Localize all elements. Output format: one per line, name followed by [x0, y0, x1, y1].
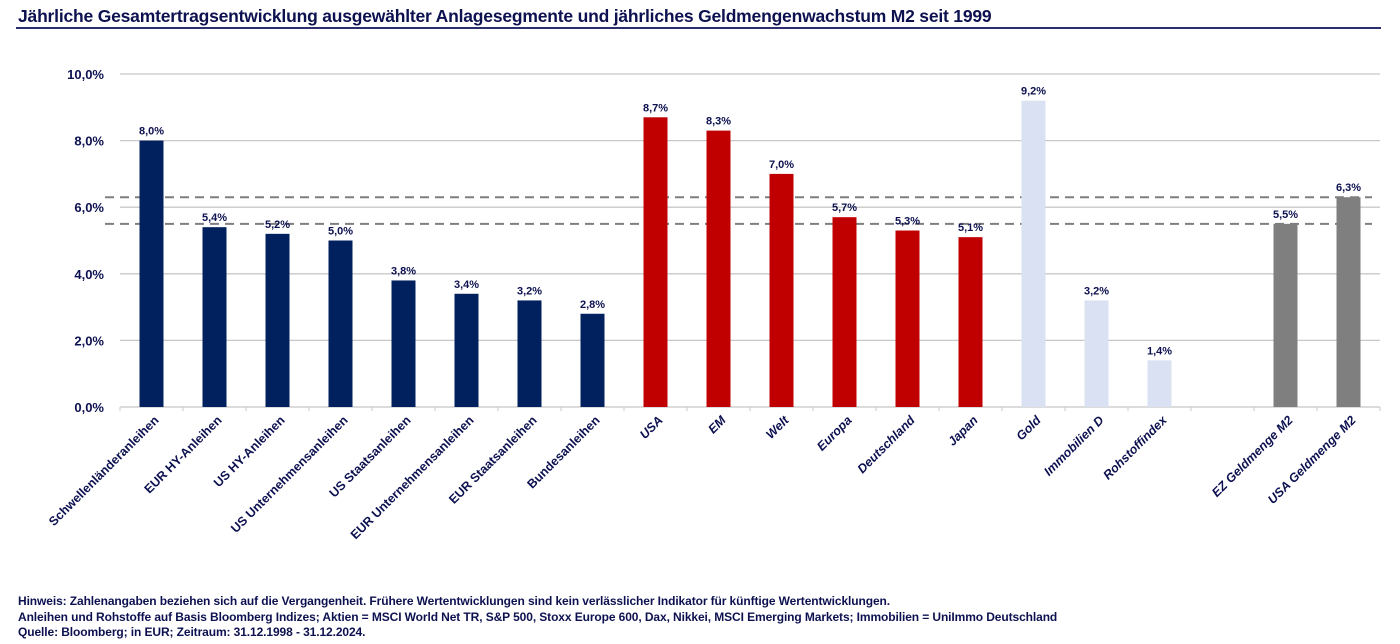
- bar: [643, 117, 668, 407]
- x-axis-label: Welt: [763, 413, 792, 442]
- data-label: 8,3%: [706, 116, 731, 128]
- data-label: 8,7%: [643, 102, 668, 114]
- reference-lines: [105, 196, 1372, 225]
- bar: [580, 313, 605, 407]
- bar: [1147, 360, 1172, 407]
- data-label: 7,0%: [769, 159, 794, 171]
- bar: [706, 130, 731, 408]
- y-tick-label: 0,0%: [74, 400, 104, 415]
- footnote-disclaimer: Hinweis: Zahlenangaben beziehen sich auf…: [18, 594, 890, 608]
- bar: [454, 293, 479, 407]
- data-label: 5,3%: [895, 216, 920, 228]
- data-labels: 8,0% 5,4% 5,2% 5,0% 3,8% 3,4% 3,2% 2,8% 8,7% 8,3%…: [139, 86, 1361, 358]
- chart-title: Jährliche Gesamtertragsentwicklung ausge…: [18, 6, 992, 26]
- bar: [139, 140, 164, 407]
- x-axis-label: Schwellenländeranleihen: [46, 413, 162, 529]
- bar: [895, 230, 920, 407]
- footnote-indices: Anleihen und Rohstoffe auf Basis Bloombe…: [18, 609, 1058, 624]
- data-label: 5,1%: [958, 222, 983, 234]
- bar: [769, 173, 794, 407]
- data-label: 5,4%: [202, 212, 227, 224]
- gridlines: [120, 73, 1380, 342]
- bar: [517, 300, 542, 407]
- data-label: 6,3%: [1336, 182, 1361, 194]
- footnote-source: Quelle: Bloomberg; in EUR; Zeitraum: 31.…: [18, 625, 366, 639]
- data-label: 9,2%: [1021, 86, 1046, 98]
- x-axis-label: Immobilien D: [1041, 413, 1106, 478]
- y-tick-label: 2,0%: [74, 333, 104, 348]
- y-tick-label: 4,0%: [74, 267, 104, 282]
- y-tick-label: 8,0%: [74, 134, 104, 149]
- data-label: 1,4%: [1147, 345, 1172, 357]
- bar: [832, 217, 857, 407]
- x-axis-label: Japan: [945, 413, 981, 449]
- bar: [391, 280, 416, 407]
- data-label: 3,2%: [1084, 285, 1109, 297]
- data-label: 3,2%: [517, 285, 542, 297]
- data-label: 5,2%: [265, 219, 290, 231]
- data-label: 5,0%: [328, 226, 353, 238]
- footnotes: Hinweis: Zahlenangaben beziehen sich auf…: [18, 594, 1057, 641]
- data-label: 5,5%: [1273, 209, 1298, 221]
- x-axis-label: EM: [705, 413, 729, 437]
- x-axis-label: EUR Unternehmensanleihen: [348, 413, 477, 542]
- bar: [1336, 197, 1361, 407]
- x-axis: [119, 406, 1381, 411]
- data-label: 3,4%: [454, 279, 479, 291]
- bar: [328, 240, 353, 407]
- y-tick-label: 6,0%: [74, 200, 104, 215]
- bar: [1021, 100, 1046, 407]
- bar: [958, 237, 983, 407]
- data-label: 8,0%: [139, 126, 164, 138]
- bar: [265, 233, 290, 407]
- y-axis: 0,0% 2,0% 4,0% 6,0% 8,0% 10,0%: [67, 67, 104, 415]
- data-label: 5,7%: [832, 202, 857, 214]
- x-axis-label: Gold: [1014, 413, 1044, 443]
- bar: [1084, 300, 1109, 407]
- data-label: 3,8%: [391, 265, 416, 277]
- x-axis-label: USA: [637, 413, 666, 442]
- bar: [1273, 223, 1298, 407]
- x-axis-label: Rohstoffindex: [1100, 412, 1170, 482]
- y-tick-label: 10,0%: [67, 67, 104, 82]
- x-axis-label: US Unternehmensanleihen: [228, 413, 350, 535]
- x-axis-label: Deutschland: [855, 413, 918, 476]
- data-label: 2,8%: [580, 299, 605, 311]
- title-underline: [16, 27, 1381, 29]
- bar: [202, 227, 227, 407]
- x-axis-label: Europa: [814, 413, 854, 453]
- bars: [139, 100, 1361, 408]
- bar-chart: 0,0% 2,0% 4,0% 6,0% 8,0% 10,0% 8,0% 5,4% 5,2% 5,…: [46, 67, 1381, 542]
